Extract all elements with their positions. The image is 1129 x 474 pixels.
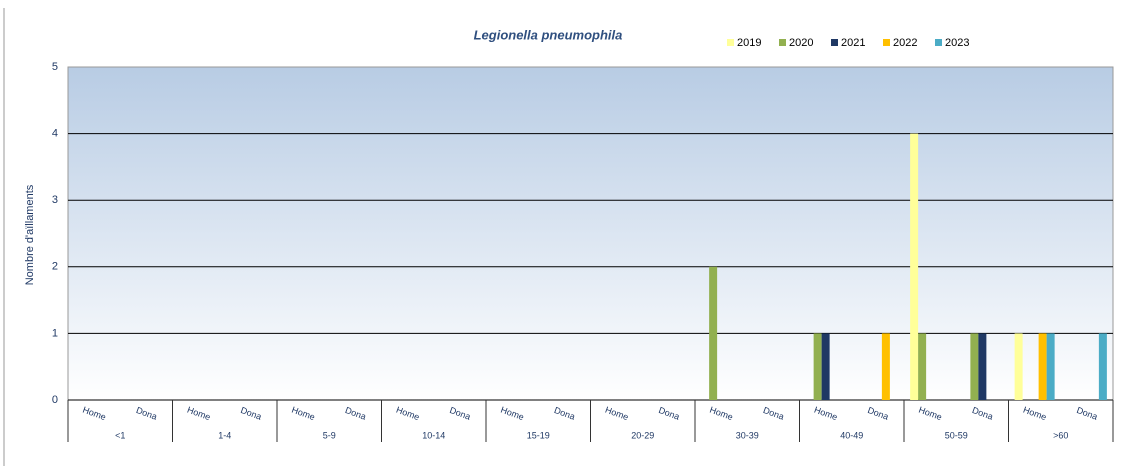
legend-swatch — [883, 39, 890, 46]
group-label: 50-59 — [945, 430, 968, 440]
legend-label: 2019 — [737, 37, 761, 49]
bar — [1038, 333, 1047, 400]
x-tick-label: Dona — [135, 405, 159, 422]
group-label: 20-29 — [631, 430, 654, 440]
legend-label: 2023 — [945, 37, 969, 49]
y-tick-label: 1 — [52, 327, 58, 339]
legend-label: 2020 — [789, 37, 813, 49]
bar — [881, 333, 890, 400]
bar — [970, 333, 979, 400]
x-tick-label: Dona — [866, 405, 890, 422]
plot-area — [67, 66, 1114, 401]
bar — [821, 333, 830, 400]
x-tick-label: Dona — [971, 405, 995, 422]
y-tick-label: 0 — [52, 394, 58, 406]
bar — [918, 333, 927, 400]
x-tick-label: Dona — [1075, 405, 1099, 422]
y-tick-label: 3 — [52, 194, 58, 206]
legend-label: 2022 — [893, 37, 917, 49]
bar — [978, 333, 987, 400]
x-tick-label: Dona — [239, 405, 263, 422]
x-tick-label: Dona — [657, 405, 681, 422]
x-tick-label: Home — [917, 405, 943, 423]
x-tick-label: Home — [290, 405, 316, 423]
group-label: 5-9 — [323, 430, 336, 440]
chart-title: Legionella pneumophila — [474, 27, 623, 42]
legend-swatch — [831, 39, 838, 46]
x-tick-label: Home — [1022, 405, 1048, 423]
group-label: 10-14 — [422, 430, 445, 440]
group-label: <1 — [115, 430, 125, 440]
legend-swatch — [935, 39, 942, 46]
y-tick-label: 5 — [52, 61, 58, 73]
y-tick-label: 4 — [52, 128, 58, 140]
group-label: >60 — [1053, 430, 1068, 440]
group-label: 30-39 — [736, 430, 759, 440]
y-tick-label: 2 — [52, 261, 58, 273]
x-tick-label: Home — [604, 405, 630, 423]
group-label: 15-19 — [527, 430, 550, 440]
legend-swatch — [779, 39, 786, 46]
x-tick-label: Dona — [762, 405, 786, 422]
x-tick-label: Home — [708, 405, 734, 423]
y-axis-label: Nombre d'aïllaments — [24, 184, 36, 285]
x-tick-label: Home — [813, 405, 839, 423]
bar — [910, 133, 919, 400]
legend-label: 2021 — [841, 37, 865, 49]
group-label: 1-4 — [218, 430, 231, 440]
x-tick-label: Home — [81, 405, 107, 423]
x-tick-label: Home — [186, 405, 212, 423]
bar — [709, 266, 718, 400]
x-tick-label: Home — [395, 405, 421, 423]
x-tick-label: Dona — [344, 405, 368, 422]
legend-swatch — [727, 39, 734, 46]
bar — [1098, 333, 1107, 400]
bar — [1046, 333, 1055, 400]
x-tick-label: Dona — [448, 405, 472, 422]
bar — [1014, 333, 1023, 400]
x-tick-label: Dona — [553, 405, 577, 422]
bar — [813, 333, 822, 400]
x-tick-label: Home — [499, 405, 525, 423]
group-label: 40-49 — [840, 430, 863, 440]
